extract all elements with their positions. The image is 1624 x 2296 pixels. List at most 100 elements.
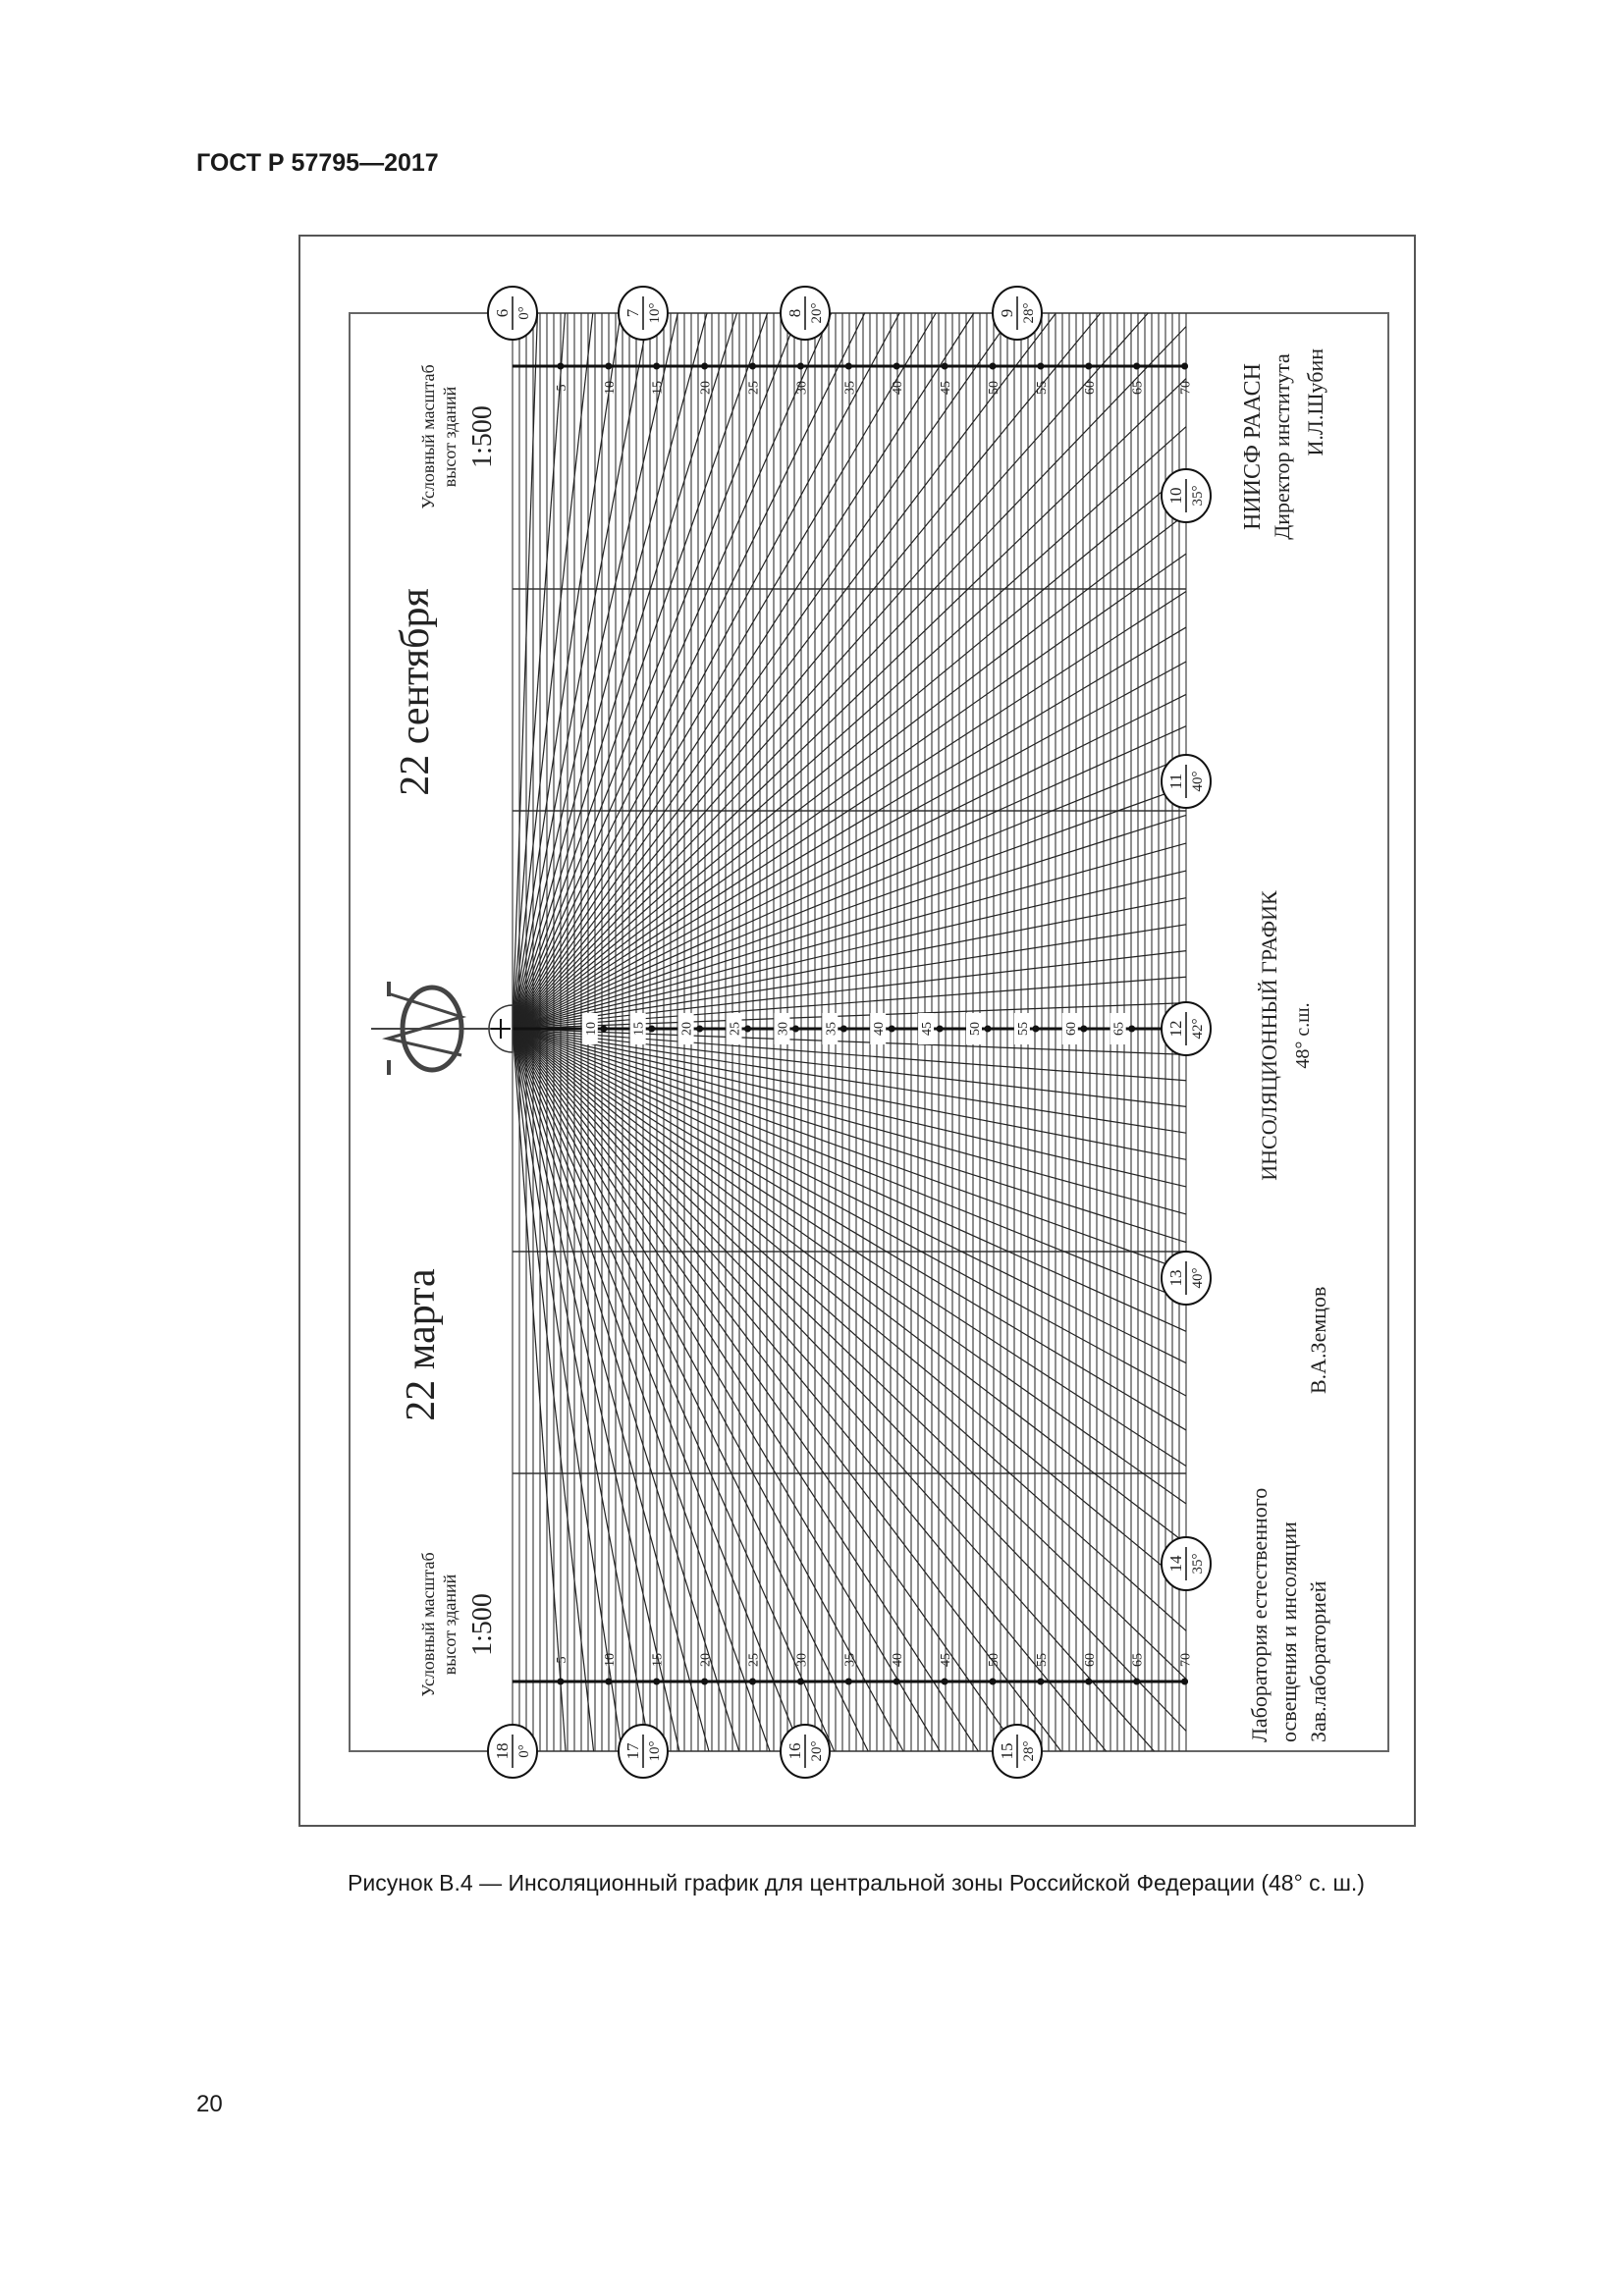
date-bottom: 22 марта: [399, 1268, 444, 1421]
sun-ray-line: [512, 842, 1187, 1030]
sun-ray-line: [512, 312, 738, 1030]
sun-ray-line: [512, 626, 1187, 1030]
scale-tick-dot: [1037, 1678, 1045, 1685]
time-marker-hour: 17: [623, 1742, 642, 1760]
sun-ray-line: [512, 1028, 1187, 1364]
sun-ray-line: [512, 1028, 1187, 1160]
scale-tick-label: 45: [920, 1022, 935, 1036]
scale-tick-dot: [653, 1678, 661, 1685]
scale-tick-label: 10: [603, 381, 618, 395]
scale-tick-label: 25: [747, 1653, 762, 1667]
sun-ray-line: [512, 1028, 941, 1752]
institute-name: НИИСФ РААСН: [1240, 363, 1266, 530]
scale-tick-dot: [844, 1678, 852, 1685]
scale-label-background: [677, 1013, 694, 1044]
sun-ray-line: [512, 312, 678, 1030]
institute-logo: [371, 982, 491, 1075]
scale-tick-label: 60: [1064, 1022, 1079, 1036]
scale-label-background: [822, 1013, 839, 1044]
page-number: 20: [196, 2091, 223, 2117]
sun-ray-line: [512, 1028, 1187, 1302]
time-marker-angle: 10°: [647, 1741, 663, 1762]
sun-ray-line: [512, 1028, 904, 1752]
lab-line2: освещения и инсоляции: [1276, 1522, 1301, 1742]
scale-tick-label: 15: [651, 1653, 666, 1667]
sun-ray-line: [512, 1028, 595, 1752]
scale-tick-dot: [1032, 1025, 1040, 1033]
time-marker-hour: 12: [1166, 1021, 1185, 1038]
time-marker-hour: 15: [998, 1743, 1016, 1760]
scale-label-background: [966, 1013, 982, 1044]
sun-ray-line: [512, 471, 1187, 1030]
scale-tick-dot: [844, 362, 852, 370]
scale-tick-label: 60: [1083, 1653, 1098, 1667]
sun-ray-line: [512, 1028, 1019, 1752]
scale-tick-label: 25: [729, 1022, 743, 1036]
sun-ray-line: [512, 1028, 1187, 1586]
sun-ray-line: [512, 785, 1187, 1030]
sun-ray-line: [512, 725, 1187, 1030]
sun-ray-line: [512, 1028, 1187, 1082]
time-marker-hour: 6: [493, 309, 512, 318]
scale-tick-dot: [989, 362, 997, 370]
sun-ray-line: [512, 312, 708, 1030]
scale-tick-label: 50: [987, 1653, 1001, 1667]
scale-tick-label: 45: [939, 381, 953, 395]
sun-ray-line: [512, 976, 1187, 1030]
scale-tick-dot: [701, 1678, 709, 1685]
sun-ray-line: [512, 814, 1187, 1030]
figure-caption: Рисунок В.4 — Инсоляционный график для ц…: [348, 1870, 1365, 1896]
sun-ray-line: [512, 1002, 1187, 1030]
scale-tick-label: 50: [987, 381, 1001, 395]
scale-top-ratio: 1:500: [467, 405, 498, 468]
sun-ray-line: [512, 1028, 1187, 1680]
scale-tick-dot: [1037, 362, 1045, 370]
sun-ray-line: [512, 312, 539, 1030]
sun-ray-line: [512, 1028, 1187, 1244]
sun-ray-line: [512, 1028, 1187, 1188]
time-marker-angle: 10°: [647, 303, 663, 324]
sun-ray-line: [512, 1028, 1187, 1055]
sun-ray-line: [512, 1028, 710, 1752]
sun-ray-line: [512, 1028, 680, 1752]
scale-tick-dot: [600, 1025, 608, 1033]
scale-tick-dot: [796, 1678, 804, 1685]
time-marker-hour: 11: [1166, 774, 1185, 789]
sun-ray-line: [512, 513, 1187, 1030]
scale-tick-label: 35: [842, 1653, 857, 1667]
sun-ray-line: [512, 312, 622, 1030]
sun-ray-line: [512, 1028, 740, 1752]
time-marker-hour: 10: [1166, 488, 1185, 505]
time-marker-angle: 28°: [1021, 303, 1037, 324]
scale-tick-label: 20: [699, 381, 714, 395]
scale-tick-label: 5: [555, 385, 569, 392]
scale-tick-label: 70: [1179, 1653, 1194, 1667]
scale-label-background: [918, 1013, 935, 1044]
scale-tick-dot: [839, 1025, 847, 1033]
sun-ray-line: [512, 1028, 1155, 1752]
scale-tick-dot: [1133, 362, 1141, 370]
sun-ray-line: [512, 661, 1187, 1030]
scale-tick-dot: [557, 1678, 565, 1685]
sun-ray-line: [512, 693, 1187, 1030]
time-marker-angle: 20°: [809, 1741, 825, 1762]
scale-tick-dot: [791, 1025, 799, 1033]
sun-ray-line: [512, 312, 937, 1030]
sun-ray-line: [512, 591, 1187, 1030]
scale-tick-label: 10: [584, 1022, 599, 1036]
scale-tick-dot: [653, 362, 661, 370]
sun-ray-line: [512, 378, 1187, 1030]
scale-tick-label: 50: [968, 1022, 983, 1036]
sun-ray-line: [512, 1028, 771, 1752]
scale-tick-dot: [1080, 1025, 1088, 1033]
sun-ray-line: [512, 1028, 567, 1752]
scale-tick-label: 65: [1131, 1653, 1146, 1667]
sun-ray-line: [512, 1028, 1108, 1752]
scale-tick-dot: [701, 362, 709, 370]
time-marker-hour: 7: [623, 308, 642, 317]
scale-tick-label: 35: [824, 1022, 839, 1036]
scale-label-background: [1013, 1013, 1030, 1044]
time-marker-hour: 13: [1166, 1270, 1185, 1287]
time-marker-angle: 40°: [1190, 1268, 1206, 1289]
